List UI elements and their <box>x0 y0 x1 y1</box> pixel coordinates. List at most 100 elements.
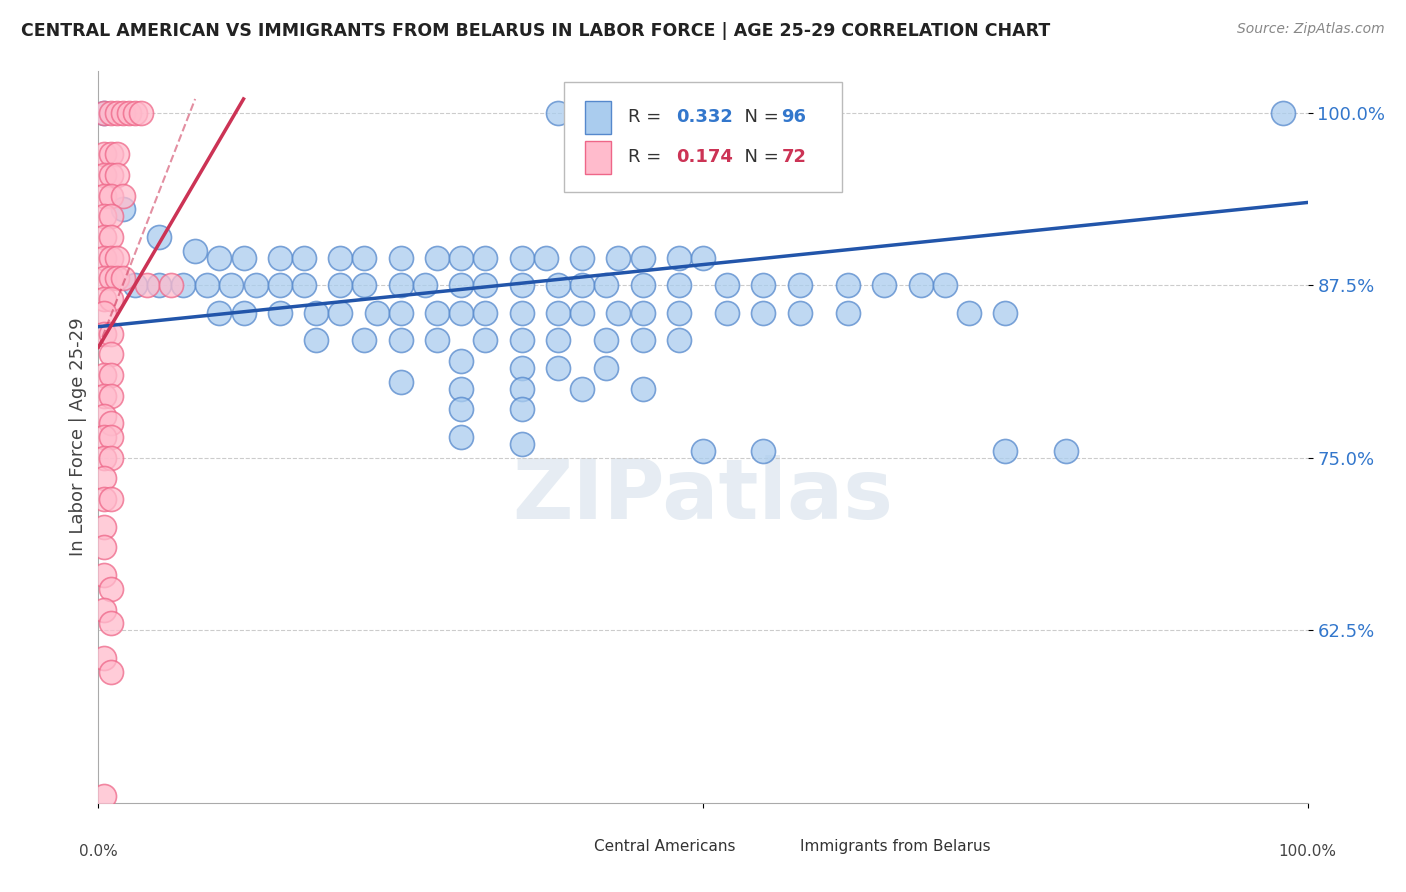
Point <box>93 409 115 424</box>
Point <box>353 251 375 265</box>
Point <box>111 271 134 285</box>
Point <box>93 188 115 202</box>
Point <box>93 105 115 120</box>
Y-axis label: In Labor Force | Age 25-29: In Labor Force | Age 25-29 <box>69 318 87 557</box>
FancyBboxPatch shape <box>564 82 842 192</box>
Point <box>595 334 617 348</box>
Point <box>510 382 533 396</box>
Point <box>124 278 146 293</box>
Point <box>100 105 122 120</box>
Point <box>160 278 183 293</box>
Point <box>305 306 328 320</box>
Point <box>789 278 811 293</box>
Point <box>450 306 472 320</box>
Point <box>450 354 472 368</box>
Point <box>752 306 775 320</box>
Point <box>571 382 593 396</box>
Point <box>510 402 533 417</box>
Point <box>100 251 122 265</box>
Point <box>547 361 569 376</box>
Point <box>305 334 328 348</box>
Point <box>93 389 115 403</box>
Point <box>329 278 352 293</box>
Point <box>100 665 122 679</box>
Point <box>100 209 122 223</box>
Point <box>93 430 115 444</box>
Point <box>269 306 291 320</box>
Point <box>389 334 412 348</box>
Point <box>631 382 654 396</box>
Point <box>93 230 115 244</box>
Point <box>93 471 115 485</box>
Point <box>100 430 122 444</box>
Point <box>93 568 115 582</box>
FancyBboxPatch shape <box>585 101 612 134</box>
Point <box>129 105 152 120</box>
Point <box>329 251 352 265</box>
Point <box>292 278 315 293</box>
Point <box>100 368 122 382</box>
Point <box>668 334 690 348</box>
Point <box>607 306 630 320</box>
Point <box>631 251 654 265</box>
Point <box>668 251 690 265</box>
Point <box>232 251 254 265</box>
Point <box>389 306 412 320</box>
Point <box>426 306 449 320</box>
Point <box>450 430 472 444</box>
Point <box>93 326 115 341</box>
Point <box>510 306 533 320</box>
Point <box>450 402 472 417</box>
Point <box>93 520 115 534</box>
Point <box>100 271 122 285</box>
Text: R =: R = <box>628 148 666 166</box>
Point <box>571 278 593 293</box>
Point <box>100 168 122 182</box>
Point <box>100 292 122 306</box>
Point <box>105 271 128 285</box>
Point <box>93 105 115 120</box>
Point <box>510 251 533 265</box>
Point <box>595 361 617 376</box>
Point <box>353 334 375 348</box>
Text: N =: N = <box>734 148 785 166</box>
Text: Central Americans: Central Americans <box>595 839 735 855</box>
Text: 0.174: 0.174 <box>676 148 734 166</box>
Point <box>93 147 115 161</box>
Point <box>93 492 115 507</box>
Point <box>93 789 115 803</box>
Point <box>172 278 194 293</box>
Point <box>595 278 617 293</box>
Point <box>105 168 128 182</box>
Point <box>547 278 569 293</box>
Point <box>547 105 569 120</box>
Point <box>450 278 472 293</box>
Point <box>100 450 122 465</box>
Point <box>245 278 267 293</box>
Point <box>631 334 654 348</box>
Point <box>93 251 115 265</box>
Point <box>93 368 115 382</box>
Point <box>100 188 122 202</box>
FancyBboxPatch shape <box>558 834 588 858</box>
Point <box>474 278 496 293</box>
Point <box>994 443 1017 458</box>
Point <box>93 271 115 285</box>
Point <box>873 278 896 293</box>
Point <box>389 251 412 265</box>
Point <box>105 105 128 120</box>
Point <box>100 417 122 431</box>
FancyBboxPatch shape <box>585 141 612 174</box>
Point <box>111 188 134 202</box>
Point <box>93 292 115 306</box>
Point <box>994 306 1017 320</box>
Point <box>1054 443 1077 458</box>
Point <box>100 230 122 244</box>
Point <box>232 306 254 320</box>
Point <box>195 278 218 293</box>
Point <box>450 382 472 396</box>
Point <box>510 437 533 451</box>
Point <box>510 334 533 348</box>
Point <box>474 251 496 265</box>
Point <box>105 251 128 265</box>
